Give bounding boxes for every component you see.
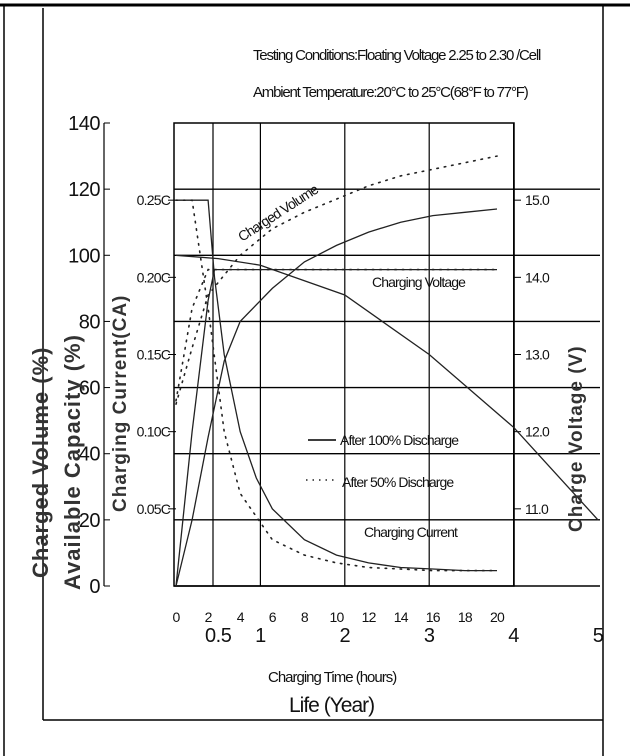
voltage-tick-label: 11.0 [525,501,549,517]
hours-tick-label: 18 [458,609,473,625]
life-tick-label: 3 [424,625,435,647]
annotation-charging-current: Charging Current [364,524,458,540]
capacity-tick-label: 60 [79,378,101,400]
x-axis-title-life: Life (Year) [289,694,374,717]
chart-series [175,155,599,587]
conditions-line-1: Testing Conditions:Floating Voltage 2.25… [253,47,541,64]
current-tick-label: 0.05C [137,501,171,517]
charged-volume-100-line [175,208,498,587]
axis-ticks: 0204060801001201400.05C0.10C0.15C0.20C0.… [68,113,604,647]
plot-frame [173,122,515,587]
life-tick-label: 2 [339,625,350,647]
capacity-tick-label: 140 [68,113,100,135]
life-tick-label: 4 [508,625,519,647]
capacity-tick-label: 120 [68,179,100,201]
left-mid-axis-title: Available Capacity (%) [60,334,85,590]
legend-solid-label: After 100% Discharge [340,432,459,448]
hours-tick-label: 12 [362,609,377,625]
life-tick-label: 0.5 [205,625,232,647]
right-axis-title: Charge Voltage (V) [566,345,587,532]
voltage-tick-label: 15.0 [525,192,550,208]
legend-dotted-label: After 50% Discharge [342,474,454,490]
current-tick-label: 0.25C [137,192,171,208]
hours-tick-label: 16 [426,609,441,625]
available-capacity-line [175,254,599,521]
hours-tick-label: 20 [490,609,505,625]
hours-tick-label: 0 [173,609,181,625]
capacity-tick-label: 80 [79,311,101,333]
x-axis-title-hours: Charging Time (hours) [268,669,397,686]
charging-current-100-line [176,199,497,572]
charged-volume-50-line [175,155,498,405]
hours-tick-label: 6 [269,609,277,625]
capacity-tick-label: 100 [68,245,100,267]
voltage-tick-label: 14.0 [525,269,550,285]
voltage-tick-label: 13.0 [525,347,550,363]
life-tick-label: 1 [255,625,266,647]
hours-tick-label: 10 [330,609,345,625]
voltage-tick-label: 12.0 [525,424,550,440]
conditions-line-2: Ambient Temperature:20°C to 25°C(68°F to… [253,84,529,101]
hours-tick-label: 8 [301,609,309,625]
current-tick-label: 0.10C [137,424,171,440]
capacity-tick-label: 20 [79,510,101,532]
annotation-charging-voltage: Charging Voltage [372,274,466,290]
charging-current-50-line [175,199,498,572]
annotation-charged-volume: Charged Volume [235,181,322,245]
current-tick-label: 0.15C [137,347,171,363]
capacity-tick-label: 40 [79,444,101,466]
capacity-tick-label: 0 [89,576,100,598]
current-tick-label: 0.20C [137,269,171,285]
left-inner-axis-title: Charging Current(CA) [110,295,131,512]
charge-voltage-50-line [175,268,498,402]
hours-tick-label: 4 [237,609,245,625]
hours-tick-label: 2 [205,609,213,625]
hours-tick-label: 14 [394,609,409,625]
left-outer-axis-title: Charged Volume (%) [28,346,53,578]
life-tick-label: 5 [593,625,604,647]
